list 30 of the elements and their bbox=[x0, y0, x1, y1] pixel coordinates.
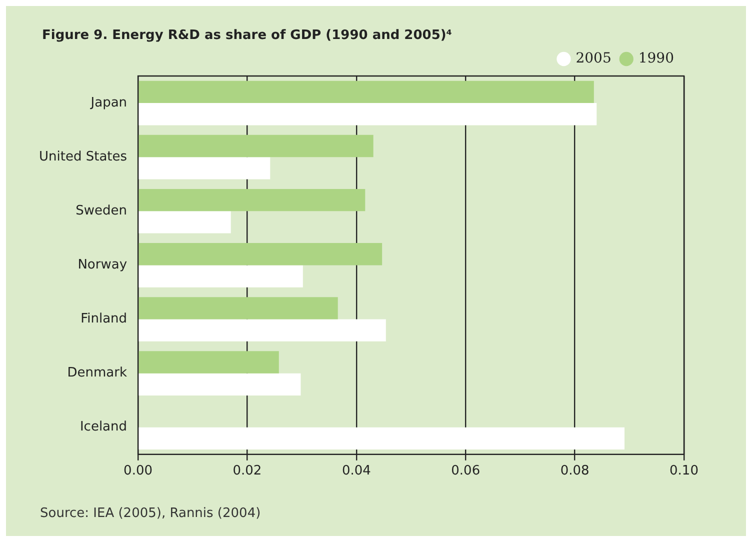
bar bbox=[138, 157, 270, 180]
x-tick-label: 0.06 bbox=[451, 464, 480, 479]
bar bbox=[138, 297, 338, 320]
chart-title: Figure 9. Energy R&D as share of GDP (1990 and 2005)⁴ bbox=[42, 28, 452, 43]
bar bbox=[138, 243, 382, 266]
y-tick-label: Japan bbox=[90, 95, 128, 110]
y-tick-label: Denmark bbox=[67, 366, 128, 381]
x-tick-label: 0.02 bbox=[232, 464, 262, 479]
y-tick-label: Sweden bbox=[76, 204, 128, 219]
bar bbox=[138, 319, 386, 342]
source-note: Source: IEA (2005), Rannis (2004) bbox=[40, 506, 261, 521]
y-tick-label: Finland bbox=[80, 312, 128, 327]
y-tick-label: Iceland bbox=[80, 420, 128, 435]
y-tick-label: Norway bbox=[78, 258, 128, 273]
bar bbox=[138, 427, 624, 450]
x-tick-label: 0.00 bbox=[124, 464, 153, 479]
bar bbox=[138, 103, 597, 126]
x-tick-label: 0.08 bbox=[560, 464, 590, 479]
legend-label: 1990 bbox=[638, 50, 674, 67]
legend-label: 2005 bbox=[576, 50, 612, 67]
bar bbox=[138, 351, 279, 374]
bar bbox=[138, 211, 231, 234]
x-tick-label: 0.04 bbox=[342, 464, 371, 479]
bar bbox=[138, 188, 366, 212]
bar bbox=[138, 80, 594, 104]
bar bbox=[138, 373, 301, 396]
bar bbox=[138, 134, 374, 158]
y-tick-label: United States bbox=[39, 149, 128, 164]
bar bbox=[138, 265, 303, 288]
x-tick-label: 0.10 bbox=[670, 464, 698, 479]
